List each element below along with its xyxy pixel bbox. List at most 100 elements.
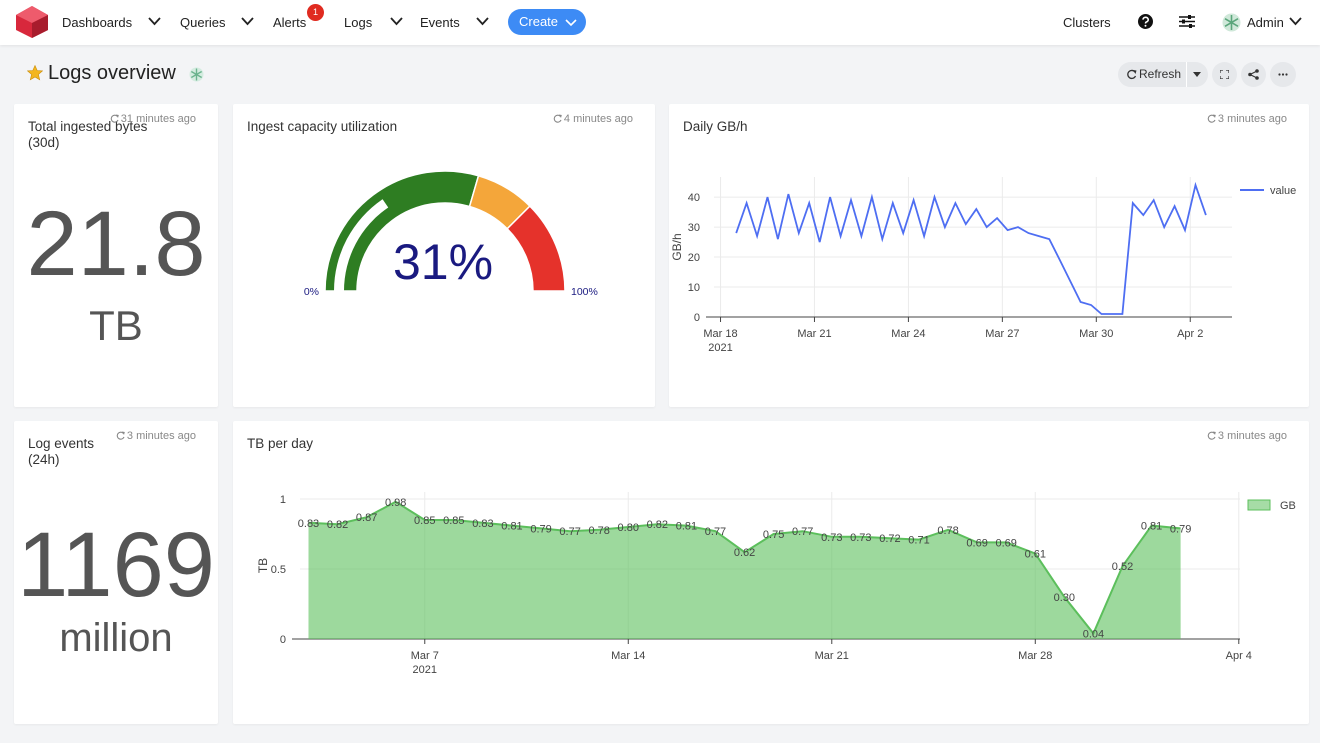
y-tick-label: 10 — [688, 282, 700, 294]
user-name[interactable]: Admin — [1247, 15, 1284, 30]
avatar[interactable] — [1222, 13, 1241, 32]
data-line — [735, 181, 1207, 315]
create-button[interactable]: Create — [508, 9, 586, 35]
updated-text: 3 minutes ago — [126, 430, 196, 442]
top-nav: Dashboards Queries Alerts 1 Logs Events … — [0, 0, 1320, 45]
updated: 3 minutes ago — [1207, 113, 1287, 125]
widget-title: Total ingested bytes (30d) — [28, 119, 148, 150]
x-tick-label: Mar 30 — [1079, 328, 1113, 340]
caret[interactable] — [1193, 72, 1201, 77]
data-label: 0.83 — [472, 518, 493, 530]
data-label: 0.81 — [501, 521, 522, 533]
chevron — [565, 19, 577, 27]
favorite-star[interactable] — [27, 65, 43, 81]
nav-item[interactable]: Alerts — [273, 15, 307, 30]
data-label: 0.82 — [647, 519, 668, 531]
y-tick-label: 0.5 — [271, 564, 286, 576]
x-tick-label: Mar 7 2021 — [411, 650, 439, 676]
updated: 3 minutes ago — [1207, 430, 1287, 442]
y-axis-label: GB/h — [670, 233, 684, 260]
data-label: 0.77 — [705, 526, 726, 538]
widget-title: Log events (24h) — [28, 436, 95, 467]
more-button[interactable] — [1270, 62, 1296, 87]
y-tick-label: 30 — [688, 222, 700, 234]
stat-value: 1169 — [17, 514, 215, 616]
updated: 31 minutes ago — [110, 113, 196, 125]
y-axis-label: TB — [256, 558, 270, 573]
x-tick-label: Mar 24 — [891, 328, 925, 340]
data-label: 0.81 — [676, 521, 697, 533]
nav-item[interactable]: Queries — [180, 15, 226, 30]
chevron[interactable] — [1289, 16, 1302, 26]
stat-widget: Log events (24h) 3 minutes ago 1169 mill… — [14, 421, 218, 724]
nav-item[interactable]: Logs — [344, 15, 373, 30]
y-tick-label: 1 — [280, 494, 286, 506]
data-line — [308, 500, 1181, 636]
data-label: 0.85 — [414, 515, 435, 527]
chevron[interactable] — [148, 16, 161, 26]
refresh-button[interactable]: Refresh — [1118, 62, 1208, 87]
stat-widget: Total ingested bytes (30d) 31 minutes ag… — [14, 104, 218, 407]
data-label: 0.72 — [879, 533, 900, 545]
nav-item[interactable]: Events — [420, 15, 460, 30]
settings-icon[interactable] — [1179, 14, 1195, 29]
data-label: 0.80 — [618, 522, 639, 534]
logo[interactable] — [15, 5, 49, 39]
share-button[interactable] — [1241, 62, 1266, 87]
data-label: 0.83 — [298, 518, 319, 530]
widget-title: Daily GB/h — [683, 119, 748, 134]
stat-unit: million — [59, 616, 173, 660]
y-tick-label: 20 — [688, 252, 700, 264]
updated-text: 3 minutes ago — [1217, 430, 1287, 442]
data-label: 0.85 — [443, 515, 464, 527]
data-label: 0.69 — [996, 537, 1017, 549]
data-label: 0.98 — [385, 497, 406, 509]
alert-badge: 1 — [307, 4, 324, 21]
updated: 3 minutes ago — [116, 430, 196, 442]
y-tick-label: 0 — [694, 312, 700, 324]
y-tick-label: 40 — [688, 192, 700, 204]
data-label: 0.04 — [1083, 628, 1104, 640]
data-label: 0.30 — [1054, 592, 1075, 604]
data-label: 0.52 — [1112, 561, 1133, 573]
dashboard-title: Logs overview — [48, 62, 176, 84]
chevron[interactable] — [241, 16, 254, 26]
data-label: 0.73 — [821, 532, 842, 544]
widget-title: Ingest capacity utilization — [247, 119, 398, 134]
tag-icon — [189, 67, 204, 82]
clusters-link[interactable]: Clusters — [1063, 15, 1111, 30]
data-label: 0.61 — [1025, 549, 1046, 561]
stat-value: 21.8 — [26, 193, 206, 295]
data-label: 0.82 — [327, 519, 348, 531]
fullscreen-button[interactable] — [1212, 62, 1237, 87]
gauge-value-label: 31% — [393, 234, 493, 290]
data-label: 0.62 — [734, 547, 755, 559]
data-label: 0.77 — [559, 526, 580, 538]
refresh-icon — [1127, 69, 1137, 80]
legend-label: GB — [1280, 500, 1296, 512]
data-label: 0.87 — [356, 512, 377, 524]
x-tick-label: Mar 14 — [611, 650, 645, 662]
chevron[interactable] — [390, 16, 403, 26]
updated: 4 minutes ago — [553, 113, 633, 125]
data-label: 0.81 — [1141, 521, 1162, 533]
x-tick-label: Apr 2 — [1177, 328, 1203, 340]
gauge-widget: Ingest capacity utilization 4 minutes ag… — [233, 104, 655, 407]
data-label: 0.73 — [850, 532, 871, 544]
refresh-label: Refresh — [1139, 67, 1182, 81]
data-label: 0.71 — [908, 535, 929, 547]
chevron[interactable] — [476, 16, 489, 26]
data-label: 0.77 — [792, 526, 813, 538]
legend-swatch — [1247, 499, 1271, 511]
help-icon[interactable] — [1138, 14, 1153, 29]
nav-item[interactable]: Dashboards — [62, 15, 133, 30]
gauge-tick-label: 100% — [571, 286, 598, 298]
data-label: 0.78 — [588, 525, 609, 537]
x-tick-label: Mar 18 2021 — [703, 328, 737, 354]
updated-text: 3 minutes ago — [1217, 113, 1287, 125]
widget-title: TB per day — [247, 436, 314, 451]
data-label: 0.79 — [530, 523, 551, 535]
data-label: 0.69 — [966, 537, 987, 549]
area-chart: 0 0.5 1 Mar 7 2021 Mar 14 Mar 21 Mar 28 Apr 4 TB 0… — [256, 492, 1296, 676]
x-tick-label: Mar 27 — [985, 328, 1019, 340]
